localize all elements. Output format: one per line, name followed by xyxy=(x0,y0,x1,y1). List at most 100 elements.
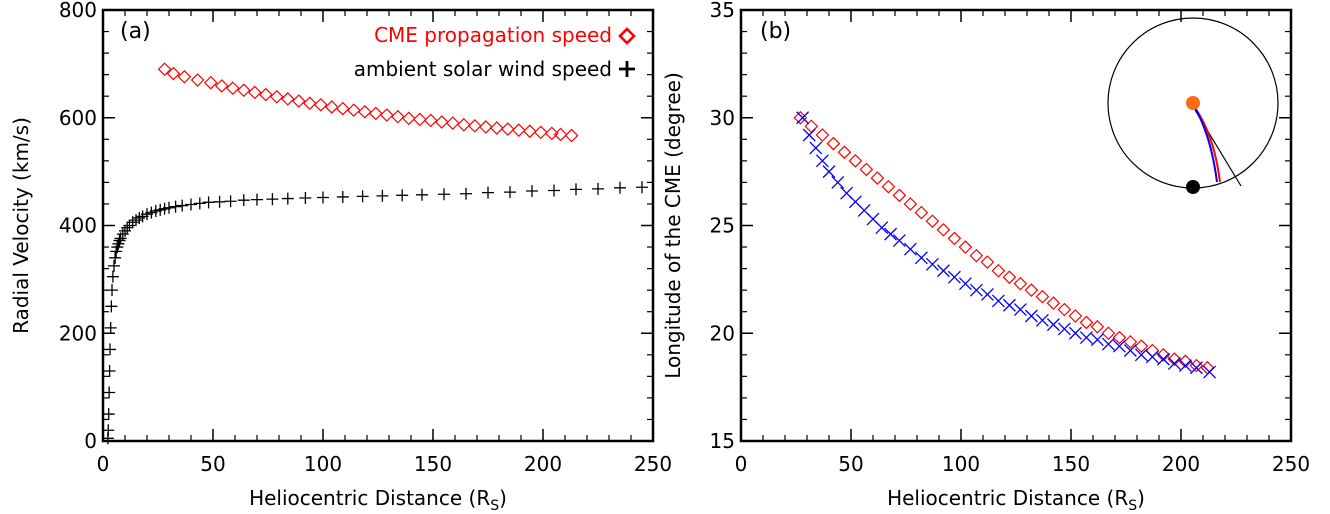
plus-data-point xyxy=(133,211,146,224)
x-data-point xyxy=(802,128,816,142)
plus-data-point xyxy=(103,386,116,399)
y-tick-label: 35 xyxy=(710,0,735,22)
plus-data-point xyxy=(193,197,206,210)
panel-a-x-axis-label-main: Heliocentric Distance (R xyxy=(249,486,490,510)
panel-b-x-axis-label: Heliocentric Distance (RS) xyxy=(887,486,1145,514)
diamond-data-point xyxy=(467,118,482,133)
diamond-data-point xyxy=(980,255,995,269)
plus-data-point xyxy=(460,187,472,200)
diamond-data-point xyxy=(291,94,306,108)
panel-b-axis-ticks: 0 50 100 150 200 250 15 20 25 30 35 xyxy=(710,0,1311,476)
y-tick-label: 800 xyxy=(59,0,97,22)
x-tick-label: 100 xyxy=(942,452,980,476)
diamond-data-point xyxy=(1090,319,1105,334)
plus-data-point xyxy=(108,259,120,272)
x-tick-label: 250 xyxy=(634,452,672,476)
plus-data-point xyxy=(548,184,560,197)
legend-marker-plus xyxy=(619,61,635,77)
diamond-data-point xyxy=(335,101,350,116)
x-data-point xyxy=(1013,303,1027,317)
plus-data-point xyxy=(102,408,115,421)
panel-a-frame xyxy=(101,8,655,443)
plus-data-point xyxy=(213,195,226,208)
x-tick-label: 100 xyxy=(304,452,342,476)
x-data-point xyxy=(809,141,823,155)
diamond-data-point xyxy=(269,89,284,104)
x-tick-label: 0 xyxy=(97,452,110,476)
plus-data-point xyxy=(106,270,119,283)
plus-data-point xyxy=(169,200,182,213)
diamond-data-point xyxy=(859,162,874,177)
plus-data-point xyxy=(636,181,648,194)
inset-trajectory-blue xyxy=(1194,107,1218,183)
plus-data-point xyxy=(317,191,329,204)
plus-data-point xyxy=(104,343,117,356)
legend-label-cme-speed: CME propagation speed xyxy=(374,23,612,47)
plus-data-point xyxy=(570,183,582,196)
diamond-data-point xyxy=(1079,315,1094,330)
y-tick-label: 30 xyxy=(710,106,735,130)
x-tick-label: 200 xyxy=(1162,452,1200,476)
x-data-point xyxy=(991,294,1005,308)
plus-data-point xyxy=(104,321,117,334)
x-data-point xyxy=(903,242,917,256)
x-data-point xyxy=(1203,365,1217,379)
plus-data-point xyxy=(102,424,115,437)
diamond-data-point xyxy=(390,109,405,124)
y-tick-label: 400 xyxy=(59,214,97,238)
panel-b-marks xyxy=(793,110,1217,379)
plus-data-point xyxy=(116,228,129,241)
x-data-point xyxy=(1156,352,1170,366)
y-tick-label: 15 xyxy=(710,429,735,453)
plus-data-point xyxy=(266,193,279,206)
x-data-point xyxy=(1112,339,1126,353)
diamond-data-point xyxy=(1101,326,1116,341)
plus-data-point xyxy=(224,195,237,208)
x-data-point xyxy=(892,234,906,248)
diamond-data-point xyxy=(302,96,317,111)
plus-data-point xyxy=(614,181,626,194)
plus-data-point xyxy=(113,234,126,247)
diamond-data-point xyxy=(837,145,852,160)
diamond-data-point xyxy=(544,126,559,141)
plus-data-point xyxy=(299,192,312,205)
diamond-data-point xyxy=(553,127,568,142)
x-data-point xyxy=(1079,331,1093,345)
diamond-data-point xyxy=(346,103,361,118)
diamond-data-point xyxy=(1123,335,1138,349)
diamond-data-point xyxy=(1134,339,1149,354)
x-data-point xyxy=(969,283,983,297)
x-data-point xyxy=(1046,318,1060,332)
plus-data-point xyxy=(111,241,124,254)
plus-data-point xyxy=(105,300,118,313)
diamond-data-point xyxy=(522,124,537,139)
plus-data-point xyxy=(356,190,369,203)
diamond-data-point xyxy=(958,240,973,254)
x-data-point xyxy=(1178,359,1192,373)
diamond-data-point xyxy=(258,87,273,102)
diamond-data-point xyxy=(500,122,515,136)
panel-a-legend: CME propagation speed ambient solar wind… xyxy=(354,23,636,81)
plus-data-point xyxy=(121,221,134,234)
plus-data-point xyxy=(336,190,349,203)
x-data-point xyxy=(884,227,898,241)
x-tick-label: 0 xyxy=(735,452,748,476)
legend-diamond-symbol xyxy=(618,27,636,45)
x-data-point xyxy=(958,277,972,291)
y-tick-label: 20 xyxy=(710,321,735,345)
plus-data-point xyxy=(130,214,142,227)
panel-b-frame xyxy=(739,8,1293,443)
plus-data-point xyxy=(396,189,409,202)
diamond-data-point xyxy=(511,123,526,137)
diamond-data-point xyxy=(870,171,885,185)
x-tick-label: 200 xyxy=(524,452,562,476)
x-data-point xyxy=(1123,344,1137,357)
diamond-data-point xyxy=(478,120,493,134)
plus-data-point xyxy=(103,364,116,377)
x-data-point xyxy=(831,175,845,189)
plus-data-point xyxy=(202,196,215,209)
diamond-data-point xyxy=(1057,302,1072,317)
plus-data-point xyxy=(237,194,250,207)
panel-a-marks xyxy=(101,62,648,445)
diamond-data-point xyxy=(936,222,951,237)
